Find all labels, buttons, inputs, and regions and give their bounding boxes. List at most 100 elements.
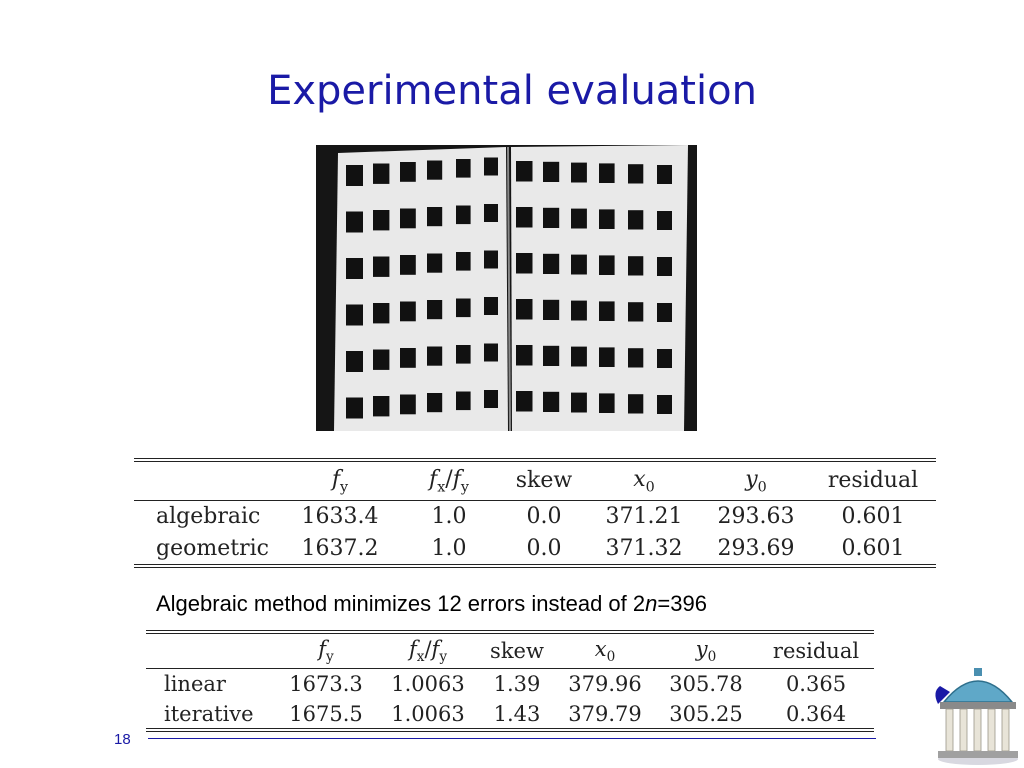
row-label: linear — [164, 671, 226, 696]
calibration-square — [400, 208, 416, 229]
cell-fx-over-fy: 1.0063 — [391, 671, 465, 696]
calibration-square — [599, 209, 615, 229]
table-row: linear 1673.3 1.0063 1.39 379.96 305.78 … — [146, 668, 874, 699]
calibration-square — [516, 253, 533, 274]
header-fx-over-fy: fx/fy — [429, 466, 469, 495]
calibration-square — [346, 397, 363, 419]
cell-x0: 371.21 — [605, 504, 683, 530]
calibration-square — [427, 160, 443, 180]
calibration-square — [657, 211, 672, 230]
calibration-square — [400, 348, 416, 368]
comparison-caption: Algebraic method minimizes 12 errors ins… — [156, 591, 707, 616]
cell-skew: 1.43 — [493, 701, 541, 726]
calibration-square — [346, 211, 363, 233]
calibration-square — [657, 349, 672, 368]
row-label: iterative — [164, 701, 254, 726]
cell-x0: 379.96 — [568, 671, 642, 696]
header-fy: fy — [318, 636, 334, 665]
table-row: iterative 1675.5 1.0063 1.43 379.79 305.… — [146, 699, 874, 730]
cell-y0: 293.63 — [717, 504, 795, 530]
logo-columns — [945, 708, 1010, 752]
logo-column — [945, 708, 954, 752]
calibration-square — [628, 302, 644, 322]
row-label: algebraic — [156, 504, 261, 530]
cell-y0: 293.69 — [717, 536, 795, 561]
page-number: 18 — [114, 731, 131, 748]
cell-fy: 1637.2 — [301, 536, 379, 561]
calibration-square — [571, 162, 587, 183]
cell-fy: 1675.5 — [289, 701, 363, 726]
header-x0: x0 — [594, 636, 616, 665]
logo-column — [973, 708, 982, 752]
calibration-square — [484, 250, 498, 269]
calibration-square — [599, 163, 615, 183]
footer-divider — [148, 738, 876, 739]
calibration-square — [516, 345, 533, 366]
row-label: geometric — [156, 536, 269, 561]
calibration-square — [543, 345, 560, 366]
calibration-square — [346, 165, 363, 186]
calibration-square — [628, 210, 644, 230]
calibration-square — [456, 205, 471, 225]
calibration-square — [543, 207, 560, 228]
cell-y0: 305.25 — [669, 701, 743, 726]
board-fold-line — [507, 146, 511, 431]
table-row: algebraic 1633.4 1.0 0.0 371.21 293.63 0… — [134, 500, 936, 533]
logo-flag-accent — [935, 686, 950, 704]
calibration-square — [373, 210, 390, 231]
header-y0: y0 — [745, 466, 767, 495]
results-table-linear-iterative: fy fx/fy skew x0 y0 residual linear 1673… — [146, 630, 874, 732]
logo-column — [987, 708, 996, 752]
calibration-square — [484, 204, 498, 222]
calibration-square — [571, 346, 587, 367]
calibration-square — [400, 255, 416, 275]
header-residual: residual — [772, 638, 860, 663]
calibration-square — [543, 161, 560, 182]
table-row: geometric 1637.2 1.0 0.0 371.32 293.69 0… — [134, 533, 936, 566]
calibration-board-right — [511, 145, 688, 431]
header-x0: x0 — [633, 466, 655, 495]
calibration-square — [657, 395, 672, 414]
header-fx-over-fy: fx/fy — [408, 636, 448, 665]
calibration-square — [543, 391, 560, 412]
calibration-square — [571, 208, 587, 229]
calibration-square — [516, 391, 533, 412]
logo-column — [959, 708, 968, 752]
header-method — [146, 632, 274, 668]
calibration-square — [456, 345, 471, 364]
cell-residual: 0.601 — [841, 504, 905, 530]
calibration-squares — [346, 157, 672, 419]
cell-fy: 1673.3 — [289, 671, 363, 696]
calibration-square — [571, 254, 587, 275]
cell-fx-over-fy: 1.0063 — [391, 701, 465, 726]
calibration-square — [373, 396, 390, 417]
calibration-square — [427, 393, 443, 413]
calibration-square — [373, 303, 390, 324]
calibration-square — [543, 253, 560, 274]
logo-entablature — [940, 702, 1016, 709]
cell-residual: 0.365 — [785, 671, 847, 696]
calibration-square — [516, 207, 533, 228]
calibration-square — [346, 351, 363, 372]
calibration-square — [373, 163, 390, 184]
cell-x0: 371.32 — [605, 536, 683, 561]
calibration-square — [456, 391, 471, 411]
calibration-square — [427, 207, 443, 227]
calibration-square — [628, 256, 644, 276]
calibration-square — [456, 159, 471, 178]
calibration-square — [346, 304, 363, 326]
calibration-square — [400, 394, 416, 415]
logo-column — [1001, 708, 1010, 752]
cell-residual: 0.364 — [785, 701, 847, 726]
cell-fy: 1633.4 — [301, 504, 379, 530]
table-header-row: fy fx/fy skew x0 y0 residual — [146, 632, 874, 668]
calibration-square — [628, 348, 644, 368]
calibration-square — [484, 390, 498, 408]
header-fy: fy — [331, 466, 349, 495]
calibration-square — [516, 299, 533, 320]
slide-title: Experimental evaluation — [267, 68, 757, 114]
header-skew: skew — [515, 468, 573, 494]
calibration-grid-photo — [316, 145, 697, 431]
calibration-square — [400, 162, 416, 182]
cell-skew: 1.39 — [493, 671, 541, 696]
